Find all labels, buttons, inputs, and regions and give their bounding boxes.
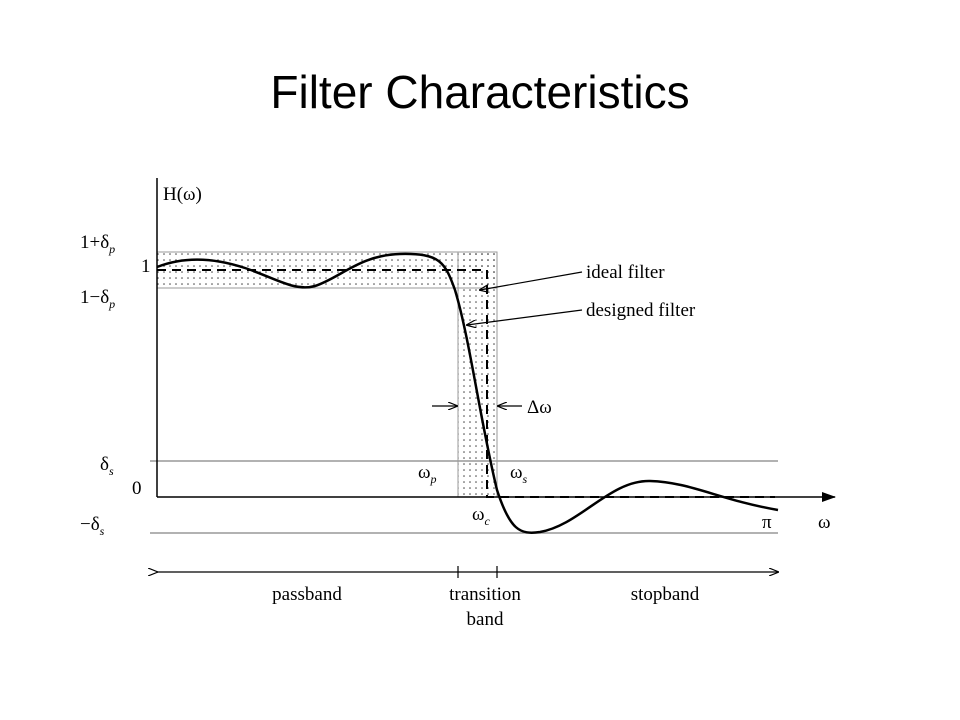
level-sub: s <box>109 464 114 478</box>
freq-label: ωc <box>472 504 491 528</box>
level-label: δs <box>100 454 114 478</box>
freq-main: ω <box>418 462 431 483</box>
level-label: 1 <box>141 256 151 277</box>
level-label: 1−δp <box>80 287 115 311</box>
level-sub: s <box>100 524 105 538</box>
level-label: 0 <box>132 478 142 499</box>
freq-label: ωs <box>510 462 528 486</box>
freq-sub: c <box>485 514 491 528</box>
band-label: passband <box>272 584 342 605</box>
designed-response <box>156 252 779 534</box>
freq-main: ω <box>510 462 523 483</box>
designed-pointer <box>467 309 583 325</box>
freq-sub: s <box>523 472 528 486</box>
band-label: band <box>467 609 504 630</box>
level-main: 1 <box>141 256 151 277</box>
band-label: stopband <box>631 584 700 605</box>
y-axis-label: H(ω) <box>163 184 202 205</box>
freq-sub: p <box>430 472 437 486</box>
title: Filter Characteristics <box>270 66 689 118</box>
level-label: 1+δp <box>80 232 115 256</box>
diagram: H(ω) ω 1+δp 1 1−δp δs 0 −δs ωp ωs ωc π i… <box>80 178 836 630</box>
freq-label: π <box>762 512 772 533</box>
freq-main: π <box>762 512 772 533</box>
freq-main: ω <box>472 504 485 525</box>
level-main: 1+δ <box>80 232 109 253</box>
level-sub: p <box>108 297 115 311</box>
level-main: δ <box>100 454 109 475</box>
level-main: 1−δ <box>80 287 109 308</box>
band-label: transition <box>449 584 521 605</box>
freq-label: ωp <box>418 462 437 486</box>
level-main: 0 <box>132 478 142 499</box>
level-main: −δ <box>80 514 100 535</box>
ideal-pointer <box>480 271 583 290</box>
level-sub: p <box>108 242 115 256</box>
level-label: −δs <box>80 514 105 538</box>
annotation: Δω <box>527 397 552 418</box>
annotation: ideal filter <box>586 262 665 283</box>
x-axis-label: ω <box>818 512 831 533</box>
ideal-response <box>157 269 775 498</box>
annotation: designed filter <box>586 300 696 321</box>
